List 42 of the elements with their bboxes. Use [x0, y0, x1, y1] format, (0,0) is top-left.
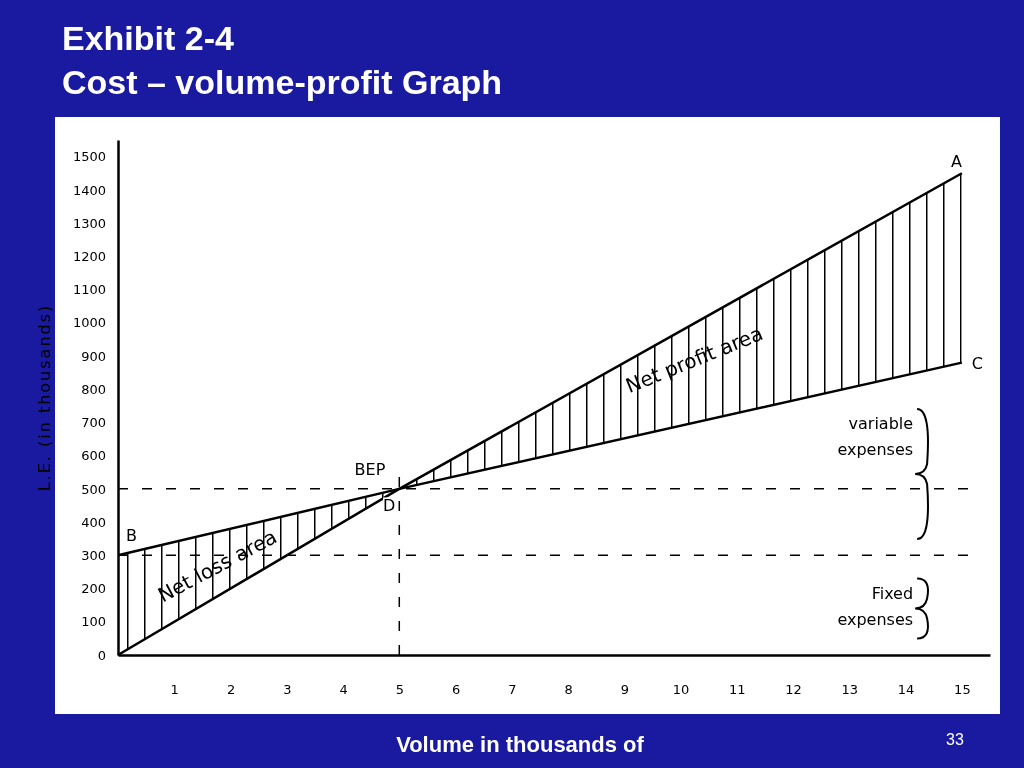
y-tick-label: 300	[81, 547, 106, 563]
y-tick-label: 1400	[72, 182, 106, 198]
annotation: B	[126, 526, 137, 546]
annotation: C	[971, 353, 984, 373]
y-tick-label: 0	[97, 647, 106, 663]
annotation: BEP	[354, 459, 386, 479]
x-tick-label: 6	[451, 682, 461, 698]
x-tick-label: 4	[339, 682, 348, 698]
x-tick-label: 7	[508, 682, 517, 698]
x-tick-label: 8	[564, 682, 573, 698]
y-tick-label: 1100	[72, 282, 106, 298]
x-axis-title: Volume in thousands of	[396, 732, 645, 757]
y-tick-label: 700	[81, 415, 106, 431]
x-tick-label: 14	[897, 682, 915, 698]
text: 33	[946, 731, 964, 748]
y-tick-label: 1000	[72, 315, 106, 331]
y-tick-label: 1500	[72, 149, 106, 165]
x-tick-label: 1	[170, 682, 179, 698]
y-tick-label: 800	[81, 381, 106, 397]
y-tick-label: 500	[81, 481, 106, 497]
x-tick-label: 12	[785, 682, 802, 698]
y-axis-title: L.E. (in thousands)	[35, 303, 54, 492]
y-tick-label: 900	[81, 348, 106, 364]
x-tick-label: 15	[954, 682, 971, 698]
annotation: variable expenses	[837, 414, 914, 460]
x-tick-label: 9	[620, 682, 629, 698]
annotation: D	[382, 495, 396, 515]
x-tick-label: 11	[729, 682, 746, 698]
x-tick-label: 10	[672, 682, 690, 698]
y-tick-label: 600	[81, 448, 106, 464]
x-tick-label: 13	[841, 682, 859, 698]
y-tick-label: 200	[81, 581, 106, 597]
x-tick-label: 2	[226, 682, 236, 698]
chart-title: Exhibit 2-4 Cost – volume-profit Graph	[62, 19, 503, 101]
x-tick-label: 3	[283, 682, 292, 698]
y-tick-label: 100	[81, 614, 106, 630]
y-tick-label: 400	[81, 514, 106, 530]
annotation: Fixed expenses	[837, 583, 914, 629]
x-tick-label: 5	[395, 682, 404, 698]
y-tick-label: 1200	[72, 248, 106, 264]
y-tick-label: 1300	[72, 215, 106, 231]
annotation: A	[950, 152, 962, 172]
